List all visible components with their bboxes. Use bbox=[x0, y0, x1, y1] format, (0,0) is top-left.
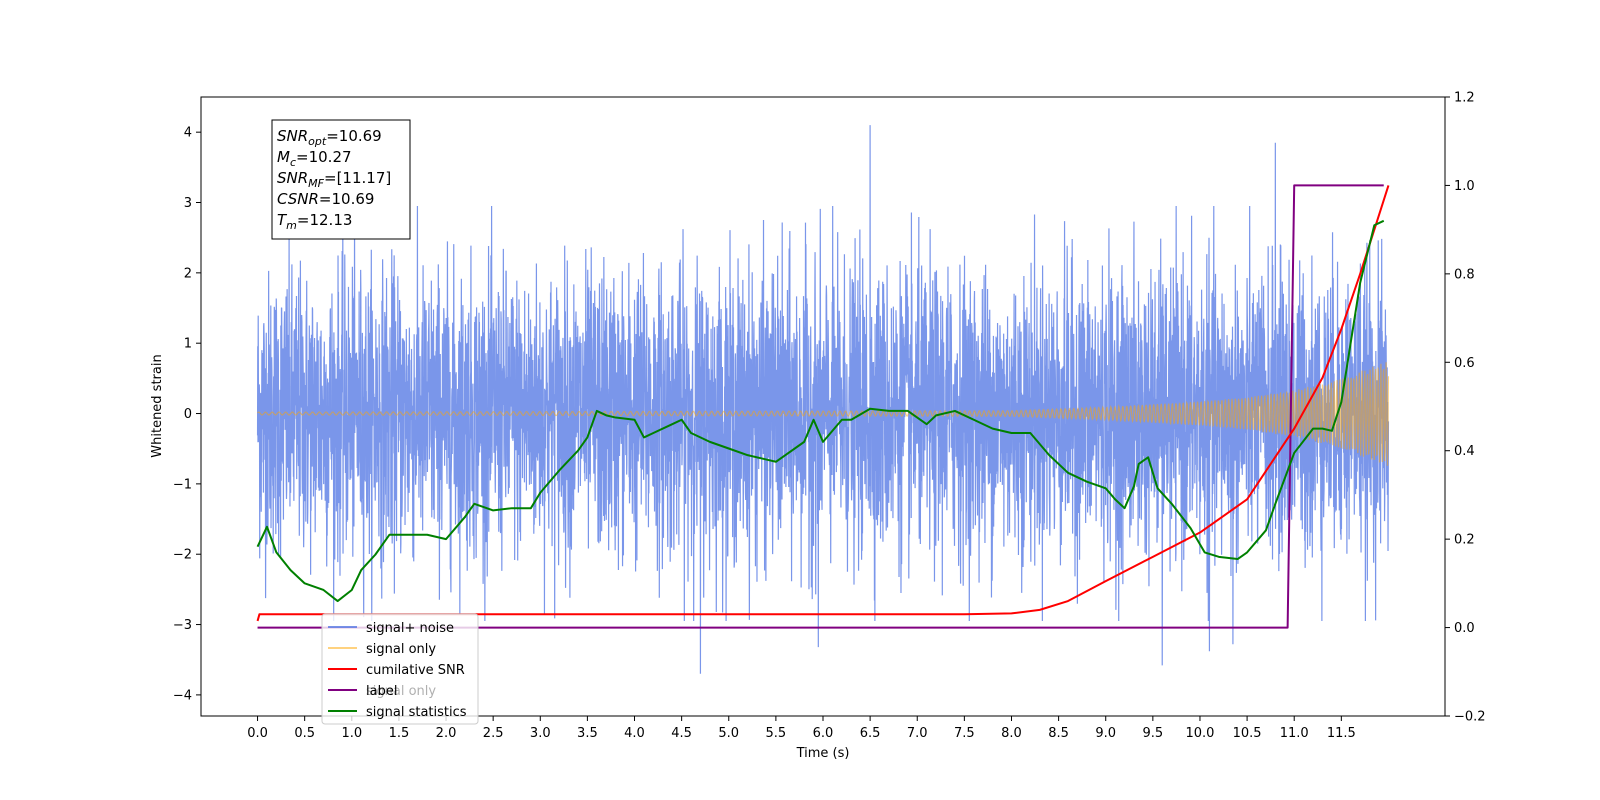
legend-ghost-text: signal only bbox=[366, 684, 436, 699]
series-signal-statistics bbox=[256, 219, 1385, 603]
series-cumulative-snr bbox=[256, 185, 1390, 622]
x-tick-label: 10.0 bbox=[1185, 726, 1214, 741]
x-tick-label: 4.0 bbox=[624, 726, 645, 741]
series-label bbox=[257, 184, 1384, 629]
legend-label: signal+ noise bbox=[366, 621, 454, 636]
y-tick-label: 2 bbox=[184, 266, 192, 281]
y2-tick-label: 0.8 bbox=[1454, 267, 1475, 282]
y2-tick-label: 0.0 bbox=[1454, 621, 1475, 636]
info-box: SNRopt=10.69Mc=10.27SNRMF=[11.17]CSNR=10… bbox=[271, 119, 411, 240]
x-tick-label: 2.5 bbox=[483, 726, 504, 741]
x-tick-label: 1.0 bbox=[341, 726, 362, 741]
x-tick-label: 5.0 bbox=[718, 726, 739, 741]
y-tick-label: 1 bbox=[184, 337, 192, 352]
x-tick-label: 6.5 bbox=[860, 726, 881, 741]
series-signal-only bbox=[257, 362, 1390, 466]
y2-tick-label: 1.2 bbox=[1454, 91, 1475, 106]
y-tick-label: −1 bbox=[173, 477, 192, 492]
x-tick-label: 5.5 bbox=[766, 726, 787, 741]
legend-entries: signal+ noise signal only cumilative SNR la… bbox=[328, 621, 467, 720]
y2-tick-label: 0.6 bbox=[1454, 356, 1475, 371]
y2-tick-label: 1.0 bbox=[1454, 179, 1475, 194]
x-tick-label: 1.5 bbox=[389, 726, 410, 741]
x-tick-label: 3.5 bbox=[577, 726, 598, 741]
y2-tick-label: −0.2 bbox=[1454, 710, 1486, 725]
info-box-lines: SNRopt=10.69Mc=10.27SNRMF=[11.17]CSNR=10… bbox=[277, 127, 391, 232]
y-tick-label: −2 bbox=[173, 548, 192, 563]
legend-label: cumilative SNR bbox=[366, 663, 465, 678]
x-tick-label: 9.5 bbox=[1143, 726, 1164, 741]
y-tick-label: 3 bbox=[184, 196, 192, 211]
y2-tick-label: 0.4 bbox=[1454, 444, 1475, 459]
info-box-line: Tm=12.13 bbox=[277, 211, 352, 232]
info-box-frame bbox=[271, 119, 411, 240]
legend-label: signal only bbox=[366, 642, 436, 657]
series-signal-noise bbox=[256, 125, 1390, 674]
info-box-line: SNRMF=[11.17] bbox=[277, 169, 391, 190]
x-tick-label: 7.0 bbox=[907, 726, 928, 741]
y-tick-label: 4 bbox=[184, 126, 192, 141]
y-tick-label: −3 bbox=[173, 618, 192, 633]
x-tick-label: 2.0 bbox=[436, 726, 457, 741]
y-tick-label: 0 bbox=[184, 407, 192, 422]
x-axis-label: Time (s) bbox=[796, 746, 850, 761]
x-tick-label: 0.5 bbox=[294, 726, 315, 741]
axis-ticks: 0.0 0.5 1.0 1.5 2.0 2.5 3.0 3.5 4.0 4.5 5.0 5.5 6.0 6… bbox=[173, 91, 1486, 742]
y-tick-label: −4 bbox=[173, 688, 192, 703]
x-tick-label: 7.5 bbox=[954, 726, 975, 741]
plot-series bbox=[256, 125, 1390, 674]
x-tick-label: 8.5 bbox=[1048, 726, 1069, 741]
x-tick-label: 8.0 bbox=[1001, 726, 1022, 741]
info-box-line: CSNR=10.69 bbox=[277, 190, 374, 208]
x-tick-label: 10.5 bbox=[1233, 726, 1262, 741]
x-tick-label: 9.0 bbox=[1095, 726, 1116, 741]
x-tick-label: 3.0 bbox=[530, 726, 551, 741]
y2-tick-label: 0.2 bbox=[1454, 533, 1475, 548]
x-tick-label: 4.5 bbox=[671, 726, 692, 741]
info-box-line: Mc=10.27 bbox=[277, 148, 352, 169]
legend-label: signal statistics bbox=[366, 705, 467, 720]
x-tick-label: 0.0 bbox=[247, 726, 268, 741]
info-box-line: SNRopt=10.69 bbox=[277, 127, 382, 148]
x-tick-label: 11.0 bbox=[1280, 726, 1309, 741]
legend-frame bbox=[321, 613, 479, 725]
x-tick-label: 11.5 bbox=[1327, 726, 1356, 741]
legend: signal only signal+ noise signal only cumi… bbox=[321, 613, 479, 725]
x-tick-label: 6.0 bbox=[813, 726, 834, 741]
legend-label: label bbox=[366, 684, 397, 699]
y-axis-label: Whitened strain bbox=[150, 354, 165, 457]
